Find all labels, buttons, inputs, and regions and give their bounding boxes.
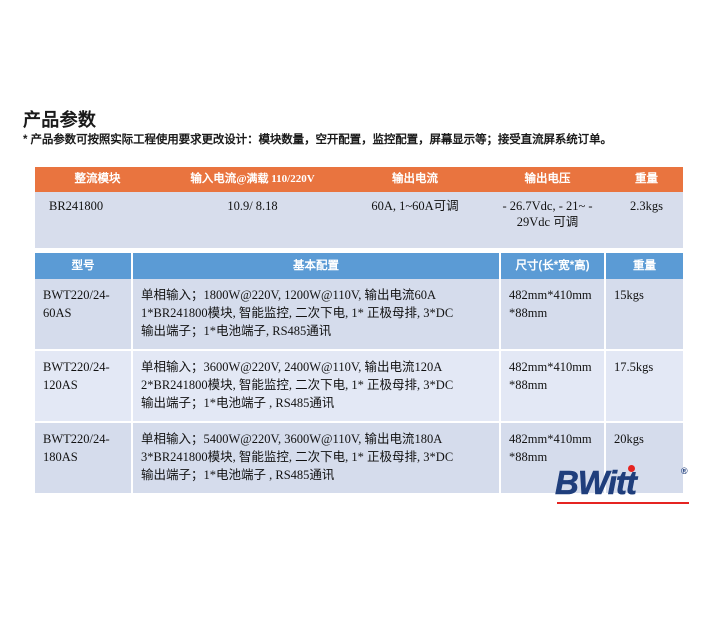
col-header-output-current: 输出电流	[345, 167, 485, 192]
cell-basic-config: 单相输入；1800W@220V, 1200W@110V, 输出电流60A 1*B…	[132, 279, 501, 351]
cell-model: BWT220/24-60AS	[35, 279, 133, 351]
cell-module-name: BR241800	[35, 192, 160, 248]
col-header-weight: 重量	[605, 253, 683, 279]
col-header-dimension: 尺寸(长*宽*高)	[500, 253, 606, 279]
col-header-input-current-cn: 输入电流	[190, 173, 237, 185]
rectifier-module-table: 整流模块 输入电流@满载 110/220V 输出电流 输出电压 重量 BR241…	[35, 167, 683, 248]
table-row: BWT220/24-60AS 单相输入；1800W@220V, 1200W@11…	[35, 279, 683, 351]
page-title: 产品参数	[23, 110, 97, 130]
cell-output-voltage: - 26.7Vdc, - 21~ - 29Vdc 可调	[485, 192, 610, 248]
table-row: BWT220/24-120AS 单相输入；3600W@220V, 2400W@1…	[35, 350, 683, 423]
cell-dimension: 482mm*410mm *88mm	[500, 350, 606, 423]
cell-dimension: 482mm*410mm *88mm	[500, 279, 606, 351]
logo-underline-rule	[557, 502, 689, 504]
registered-trademark-icon: ®	[681, 466, 688, 476]
cell-model: BWT220/24-120AS	[35, 350, 133, 423]
col-header-model: 型号	[35, 253, 133, 279]
table-header-row: 整流模块 输入电流@满载 110/220V 输出电流 输出电压 重量	[35, 167, 683, 192]
col-header-input-current-spec: @满载 110/220V	[236, 173, 315, 185]
col-header-input-current: 输入电流@满载 110/220V	[160, 167, 345, 192]
cell-model: BWT220/24-180AS	[35, 422, 133, 493]
cell-basic-config: 单相输入；5400W@220V, 3600W@110V, 输出电流180A 3*…	[132, 422, 501, 493]
cell-weight: 17.5kgs	[605, 350, 683, 423]
cell-input-current: 10.9/ 8.18	[160, 192, 345, 248]
col-header-output-voltage: 输出电压	[485, 167, 610, 192]
page-subtitle-note: * 产品参数可按照实际工程使用要求更改设计：模块数量，空开配置，监控配置，屏幕显…	[23, 134, 612, 146]
col-header-basic-config: 基本配置	[132, 253, 501, 279]
table-row: BR241800 10.9/ 8.18 60A, 1~60A可调 - 26.7V…	[35, 192, 683, 248]
col-header-module: 整流模块	[35, 167, 160, 192]
col-header-weight: 重量	[610, 167, 683, 192]
logo-red-dot-icon	[628, 465, 635, 472]
cell-output-current: 60A, 1~60A可调	[345, 192, 485, 248]
cell-weight: 2.3kgs	[610, 192, 683, 248]
heading-block: 产品参数 * 产品参数可按照实际工程使用要求更改设计：模块数量，空开配置，监控配…	[23, 110, 693, 148]
cell-weight: 20kgs	[605, 422, 683, 493]
table-header-row: 型号 基本配置 尺寸(长*宽*高) 重量	[35, 253, 683, 279]
brand-logo: BWitt ®	[555, 464, 695, 508]
logo-wordmark: BWitt	[555, 464, 637, 501]
system-model-table: 型号 基本配置 尺寸(长*宽*高) 重量 BWT220/24-60AS 单相输入…	[35, 253, 683, 493]
cell-dimension: 482mm*410mm *88mm	[500, 422, 606, 493]
cell-weight: 15kgs	[605, 279, 683, 351]
table-row: BWT220/24-180AS 单相输入；5400W@220V, 3600W@1…	[35, 422, 683, 493]
cell-basic-config: 单相输入；3600W@220V, 2400W@110V, 输出电流120A 2*…	[132, 350, 501, 423]
